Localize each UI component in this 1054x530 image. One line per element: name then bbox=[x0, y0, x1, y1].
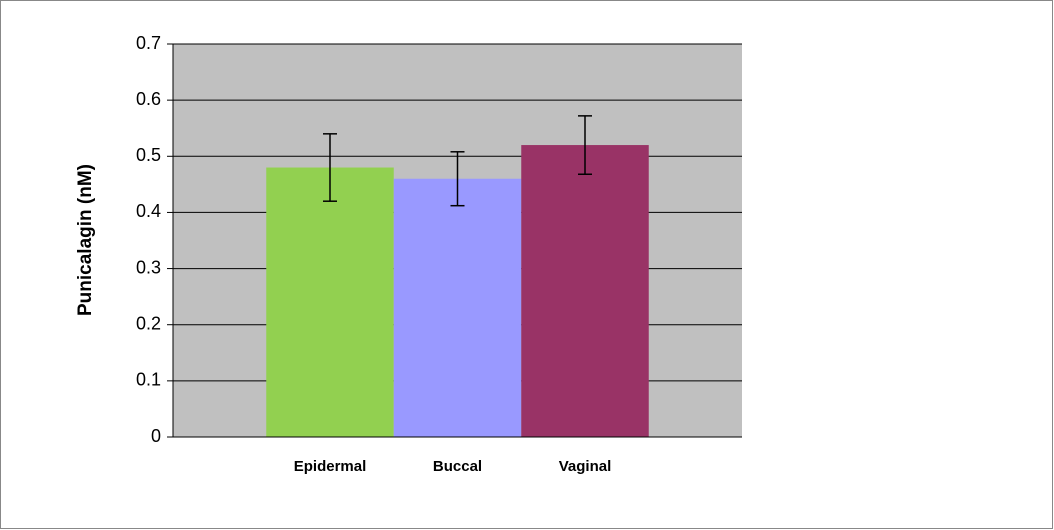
x-tick-label: Buccal bbox=[433, 458, 482, 475]
x-tick-label: Epidermal bbox=[294, 458, 367, 475]
y-tick-label: 0.5 bbox=[136, 145, 161, 165]
bar bbox=[393, 178, 522, 437]
bar bbox=[521, 145, 649, 438]
y-tick-label: 0 bbox=[151, 426, 161, 446]
y-tick-label: 0.3 bbox=[136, 257, 161, 277]
y-tick-label: 0.2 bbox=[136, 313, 161, 333]
y-tick-label: 0.6 bbox=[136, 89, 161, 109]
y-tick-label: 0.4 bbox=[136, 201, 161, 221]
y-tick-label: 0.7 bbox=[136, 33, 161, 53]
y-tick-label: 0.1 bbox=[136, 370, 161, 390]
y-axis-label: Punicalagin (nM) bbox=[75, 164, 96, 316]
x-tick-label: Vaginal bbox=[559, 458, 612, 475]
bar bbox=[266, 167, 394, 437]
